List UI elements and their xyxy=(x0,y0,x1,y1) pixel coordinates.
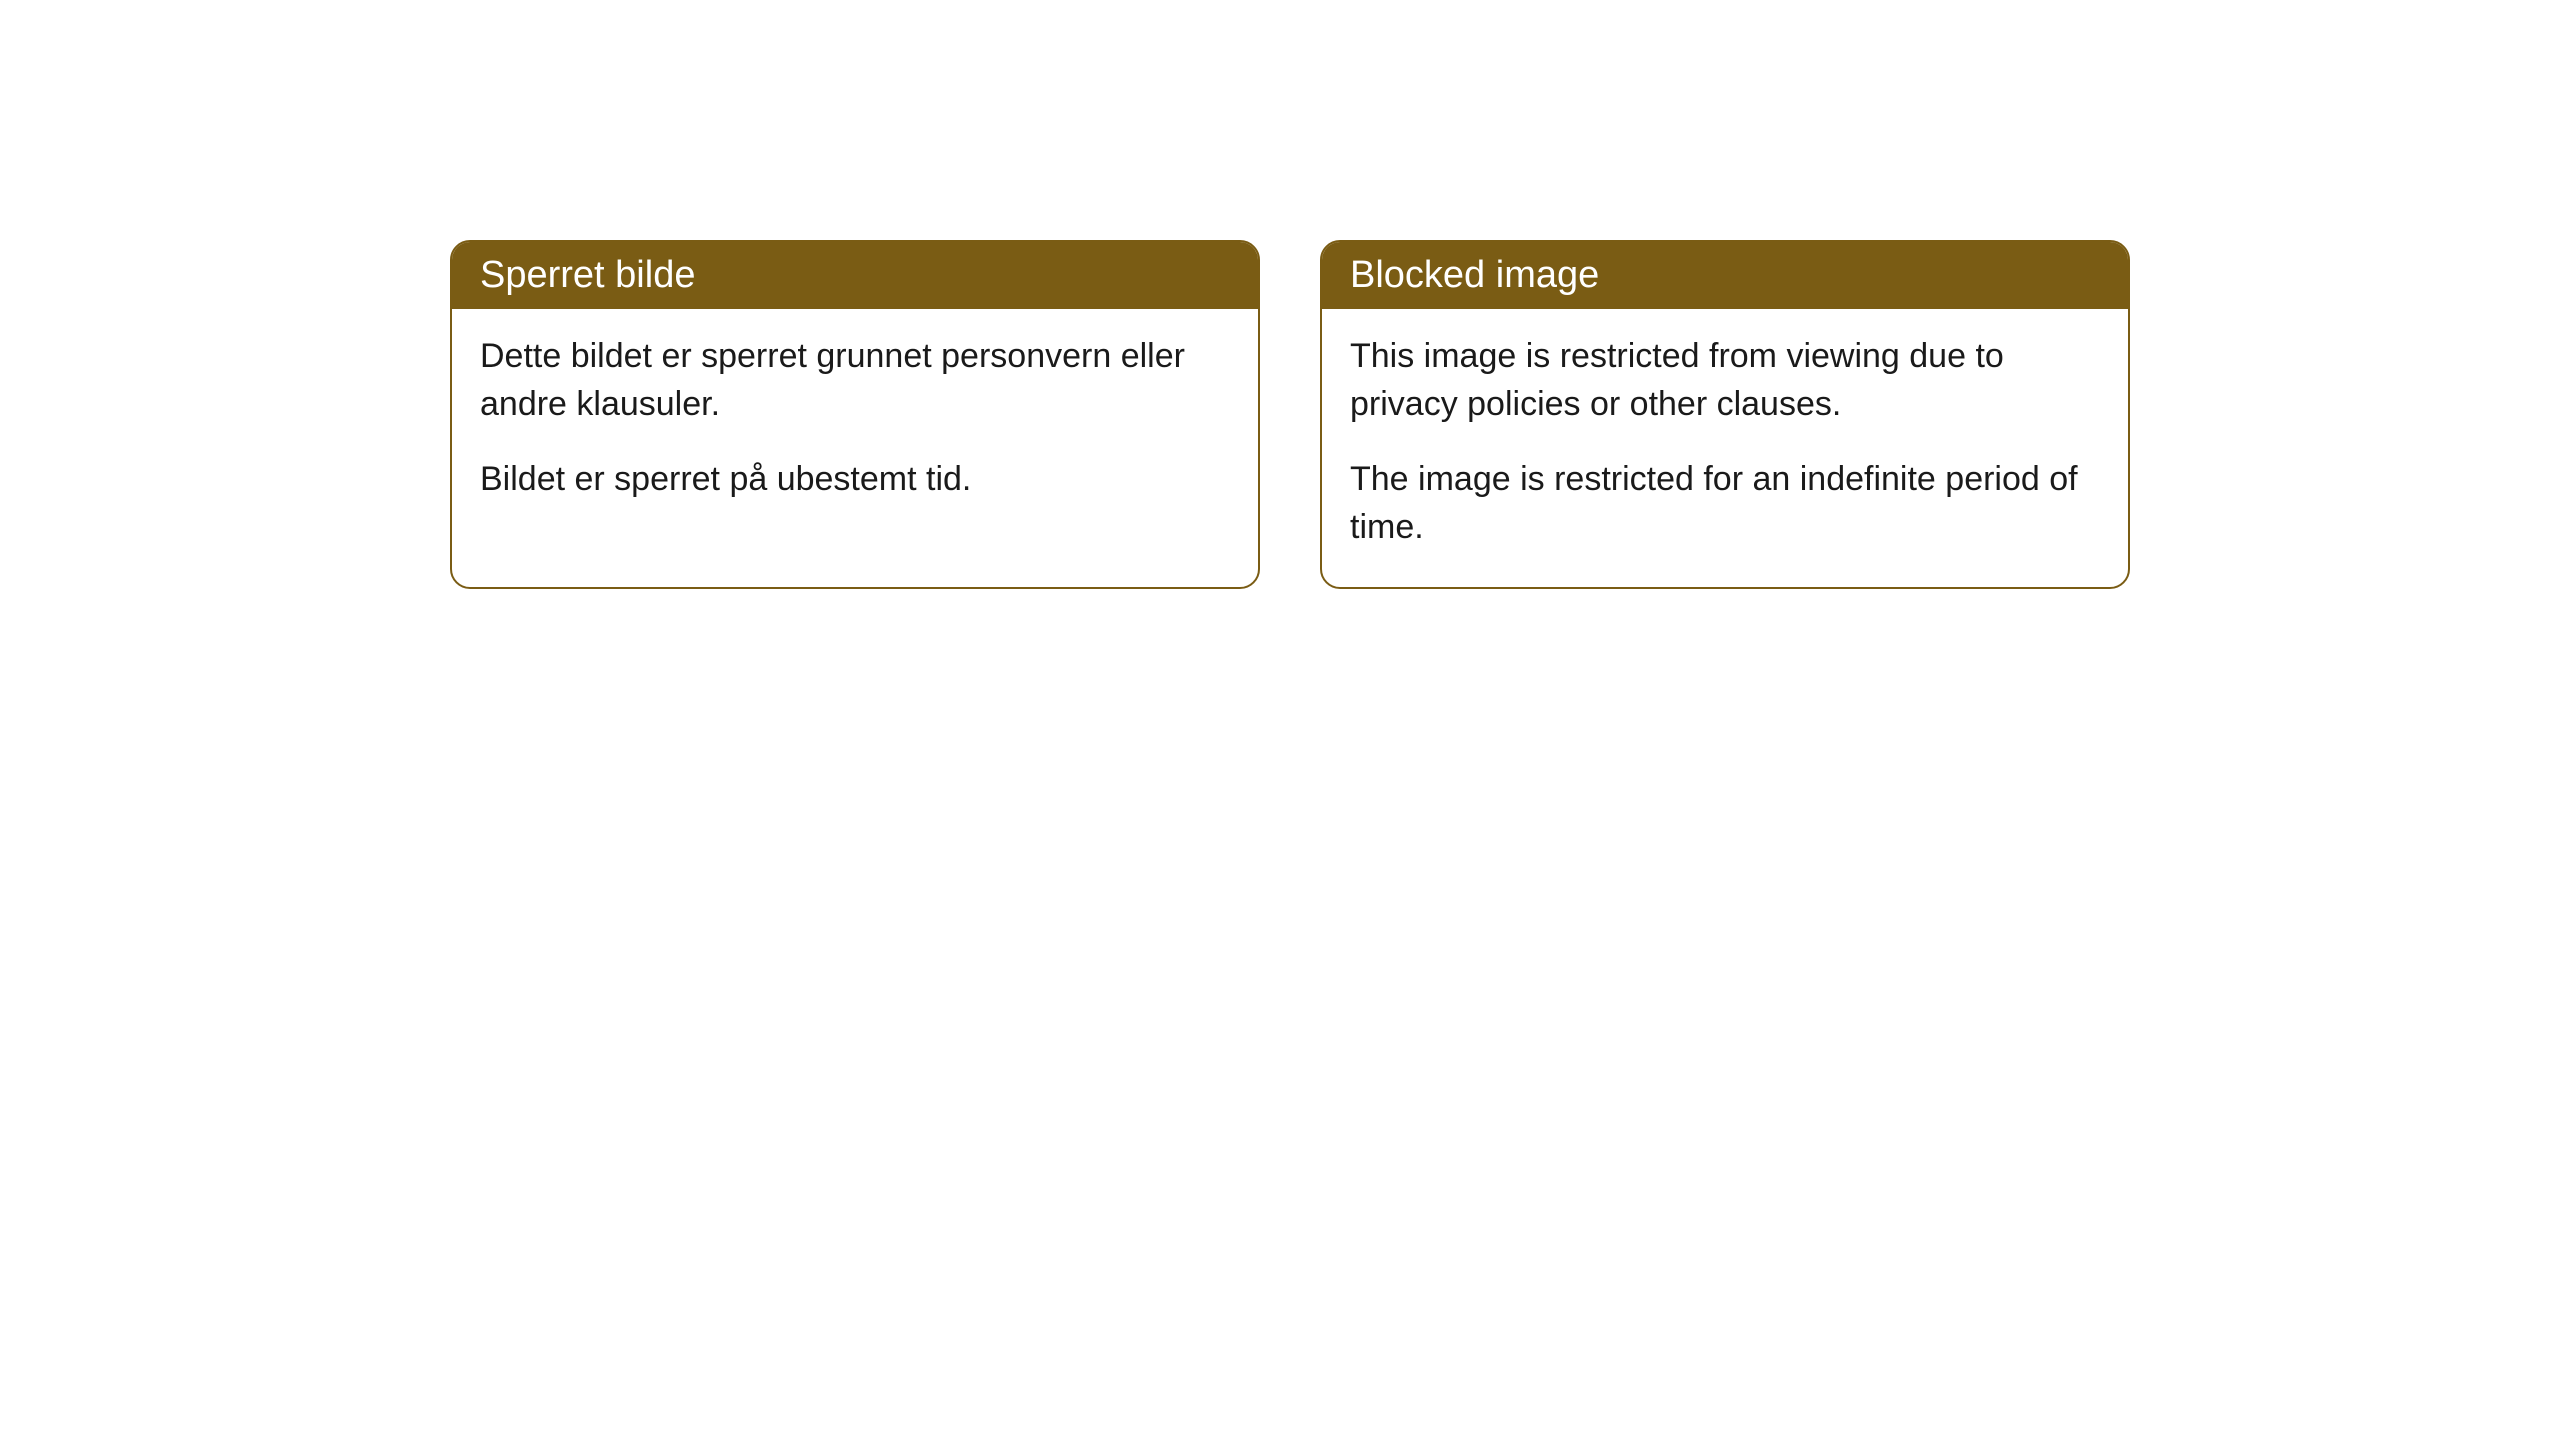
card-text-no-1: Dette bildet er sperret grunnet personve… xyxy=(480,333,1230,428)
card-body-no: Dette bildet er sperret grunnet personve… xyxy=(452,309,1258,540)
card-text-en-2: The image is restricted for an indefinit… xyxy=(1350,456,2100,551)
card-text-en-1: This image is restricted from viewing du… xyxy=(1350,333,2100,428)
card-header-no: Sperret bilde xyxy=(452,242,1258,309)
blocked-image-card-no: Sperret bilde Dette bildet er sperret gr… xyxy=(450,240,1260,589)
cards-container: Sperret bilde Dette bildet er sperret gr… xyxy=(0,0,2560,589)
card-body-en: This image is restricted from viewing du… xyxy=(1322,309,2128,587)
card-header-en: Blocked image xyxy=(1322,242,2128,309)
blocked-image-card-en: Blocked image This image is restricted f… xyxy=(1320,240,2130,589)
card-text-no-2: Bildet er sperret på ubestemt tid. xyxy=(480,456,1230,504)
